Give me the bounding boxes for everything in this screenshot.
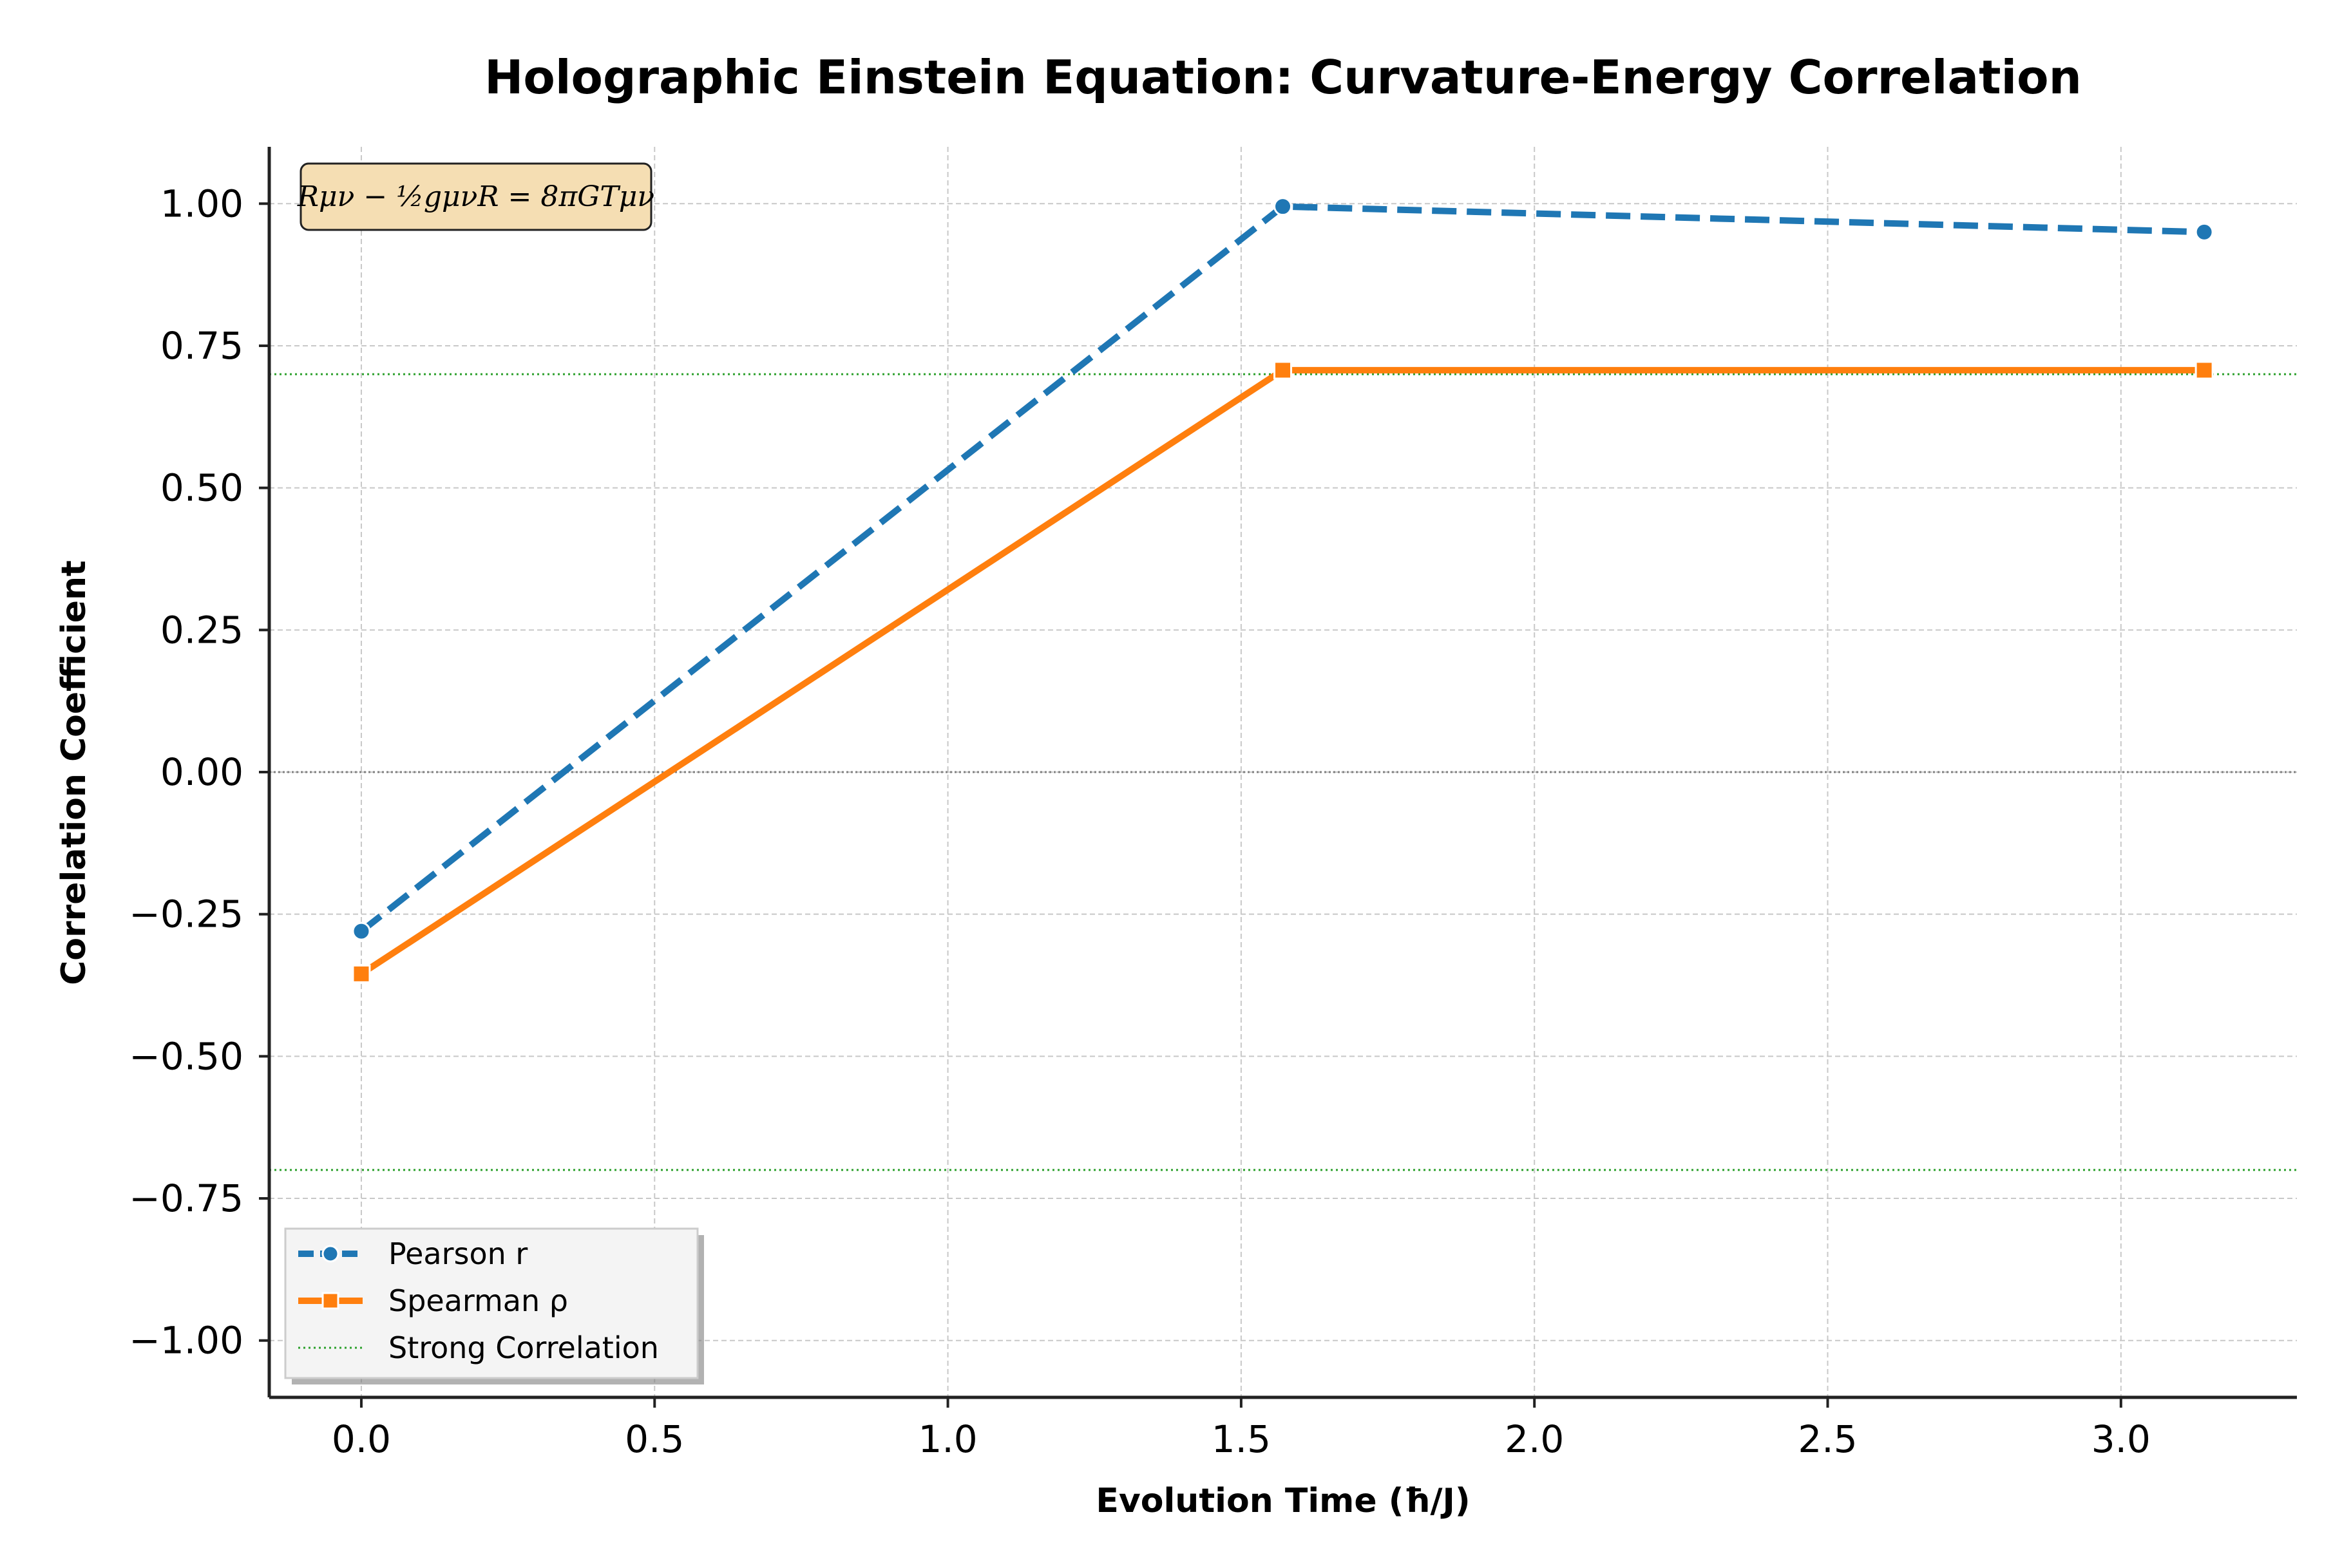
- equation-text: Rμν − ½gμνR = 8πGTμν: [297, 180, 654, 213]
- x-tick-label: 2.0: [1505, 1417, 1564, 1461]
- x-axis-label: Evolution Time (ħ/J): [1096, 1482, 1470, 1520]
- series-group: [352, 197, 2214, 983]
- pearson-point: [1273, 197, 1293, 216]
- spearman-point: [352, 964, 371, 983]
- equation-annotation: Rμν − ½gμνR = 8πGTμν: [297, 162, 654, 231]
- chart-title: Holographic Einstein Equation: Curvature…: [484, 50, 2082, 104]
- y-tick-label: −0.50: [129, 1034, 243, 1078]
- y-tick-label: 0.75: [160, 324, 243, 368]
- y-tick-label: −0.75: [129, 1176, 243, 1220]
- x-tick-label: 0.0: [332, 1417, 391, 1461]
- pearson-point: [2194, 222, 2214, 241]
- legend-circle-marker: [321, 1245, 339, 1263]
- x-tick-label: 1.0: [918, 1417, 977, 1461]
- legend: Pearson r Spearman ρ Strong Correlation: [284, 1227, 704, 1384]
- x-tick-label: 0.5: [625, 1417, 684, 1461]
- y-tick-label: −0.25: [129, 893, 243, 936]
- y-tick-label: −1.00: [129, 1319, 243, 1363]
- x-tick-label: 1.5: [1212, 1417, 1271, 1461]
- spearman-point: [2194, 361, 2214, 380]
- legend-square-marker: [321, 1292, 339, 1310]
- x-tick-label: 2.5: [1798, 1417, 1857, 1461]
- grid: [269, 147, 2297, 1397]
- y-tick-label: 1.00: [160, 182, 243, 225]
- legend-label: Pearson r: [388, 1236, 528, 1271]
- y-axis-label: Correlation Coefficient: [55, 560, 93, 985]
- legend-label: Spearman ρ: [388, 1283, 568, 1318]
- y-tick-label: 0.50: [160, 466, 243, 510]
- tick-labels: 0.0 0.5 1.0 1.5 2.0 2.5 3.0 1.00 0.75 0.50 0.25 0.0…: [129, 182, 2151, 1461]
- equation-box: [300, 162, 652, 231]
- x-tick-label: 3.0: [2091, 1417, 2151, 1461]
- pearson-line: [359, 203, 2205, 934]
- spearman-point: [1273, 361, 1293, 380]
- y-tick-label: 0.25: [160, 608, 243, 652]
- y-tick-label: 0.00: [160, 750, 243, 794]
- pearson-point: [352, 921, 371, 941]
- legend-label: Strong Correlation: [388, 1330, 659, 1365]
- spearman-line: [359, 366, 2205, 977]
